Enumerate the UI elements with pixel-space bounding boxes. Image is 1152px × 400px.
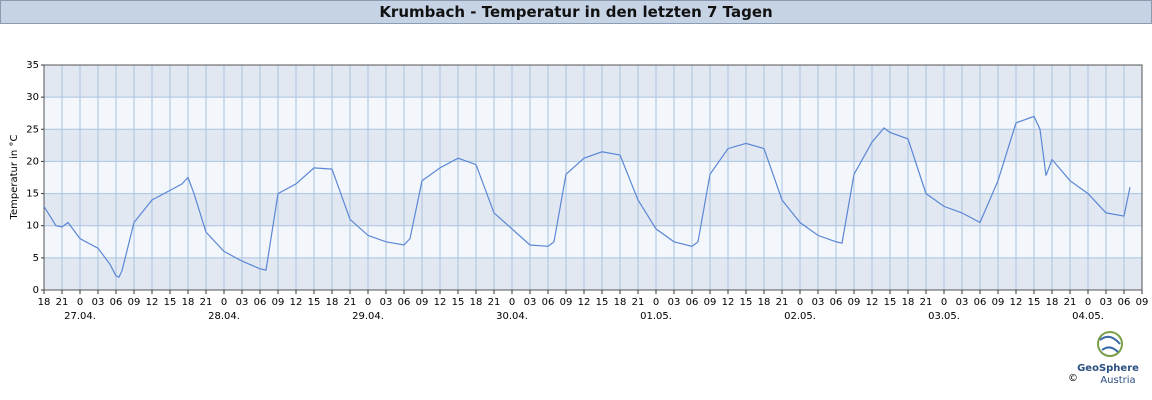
- x-tick-label: 18: [758, 297, 771, 308]
- grid-band: [44, 65, 1142, 98]
- x-tick-label: 15: [164, 297, 177, 308]
- copyright: ©: [1068, 373, 1078, 384]
- x-tick-label: 21: [344, 297, 357, 308]
- x-tick-label: 18: [614, 297, 627, 308]
- x-tick-label: 15: [308, 297, 321, 308]
- y-tick-label: 5: [33, 253, 39, 264]
- x-tick-label: 12: [434, 297, 447, 308]
- x-tick-label: 15: [1028, 297, 1041, 308]
- logo-sub: Austria: [1100, 375, 1135, 386]
- date-label: 01.05.: [640, 311, 672, 322]
- grid-band: [44, 129, 1142, 162]
- x-tick-label: 0: [77, 297, 83, 308]
- x-tick-label: 09: [272, 297, 285, 308]
- date-label: 03.05.: [928, 311, 960, 322]
- plot-border: [43, 64, 1143, 291]
- x-tick-label: 03: [812, 297, 825, 308]
- x-tick-label: 0: [509, 297, 515, 308]
- x-tick-label: 0: [941, 297, 947, 308]
- x-tick-label: 18: [38, 297, 51, 308]
- x-tick-label: 06: [542, 297, 555, 308]
- x-tick-label: 09: [560, 297, 573, 308]
- x-tick-label: 09: [416, 297, 429, 308]
- date-label: 28.04.: [208, 311, 240, 322]
- x-tick-label: 12: [722, 297, 735, 308]
- date-label: 30.04.: [496, 311, 528, 322]
- x-tick-label: 03: [668, 297, 681, 308]
- x-tick-label: 18: [326, 297, 339, 308]
- logo-name: GeoSphere: [1077, 363, 1139, 374]
- x-tick-label: 0: [653, 297, 659, 308]
- x-tick-label: 09: [992, 297, 1005, 308]
- grid-band: [44, 257, 1142, 290]
- y-tick-label: 25: [26, 124, 39, 135]
- date-label: 02.05.: [784, 311, 816, 322]
- logo-icon: [1097, 331, 1123, 357]
- date-label: 04.05.: [1072, 311, 1104, 322]
- y-tick-label: 15: [26, 189, 39, 200]
- y-tick-label: 0: [33, 285, 39, 296]
- grid-band: [44, 193, 1142, 226]
- x-tick-label: 03: [92, 297, 105, 308]
- x-tick-label: 15: [740, 297, 753, 308]
- x-tick-label: 06: [1118, 297, 1131, 308]
- x-tick-label: 21: [1064, 297, 1077, 308]
- x-tick-label: 09: [848, 297, 861, 308]
- x-tick-label: 06: [686, 297, 699, 308]
- temperature-line: [43, 115, 1131, 278]
- x-tick-label: 09: [1136, 297, 1149, 308]
- logo-icon: [1099, 335, 1121, 353]
- x-tick-label: 18: [182, 297, 195, 308]
- x-tick-label: 15: [596, 297, 609, 308]
- y-tick-label: 10: [26, 221, 39, 232]
- y-tick-label: 35: [26, 60, 39, 71]
- x-tick-label: 12: [578, 297, 591, 308]
- y-axis-label: Temperatur in °C: [9, 135, 20, 221]
- x-tick-label: 0: [365, 297, 371, 308]
- x-tick-label: 18: [1046, 297, 1059, 308]
- x-tick-label: 09: [704, 297, 717, 308]
- x-tick-label: 03: [956, 297, 969, 308]
- x-tick-label: 0: [221, 297, 227, 308]
- x-tick-label: 03: [524, 297, 537, 308]
- x-tick-label: 21: [920, 297, 933, 308]
- x-tick-label: 06: [398, 297, 411, 308]
- x-tick-label: 03: [236, 297, 249, 308]
- x-tick-label: 12: [146, 297, 159, 308]
- x-tick-label: 15: [884, 297, 897, 308]
- chart-title: Krumbach - Temperatur in den letzten 7 T…: [0, 0, 1152, 24]
- x-tick-label: 09: [128, 297, 141, 308]
- y-tick-label: 20: [26, 156, 39, 167]
- date-label: 29.04.: [352, 311, 384, 322]
- x-tick-label: 18: [470, 297, 483, 308]
- x-tick-label: 21: [56, 297, 69, 308]
- x-tick-label: 18: [902, 297, 915, 308]
- x-tick-label: 15: [452, 297, 465, 308]
- x-tick-label: 21: [632, 297, 645, 308]
- x-tick-label: 21: [488, 297, 501, 308]
- y-tick-label: 30: [26, 92, 39, 103]
- x-tick-label: 12: [290, 297, 303, 308]
- logo: GeoSphere Austria ©: [1068, 331, 1139, 386]
- x-tick-label: 12: [866, 297, 879, 308]
- x-tick-label: 12: [1010, 297, 1023, 308]
- x-tick-label: 0: [797, 297, 803, 308]
- plot-area: [44, 65, 1142, 290]
- x-tick-label: 06: [254, 297, 267, 308]
- x-tick-label: 06: [830, 297, 843, 308]
- x-tick-label: 21: [776, 297, 789, 308]
- x-tick-label: 0: [1085, 297, 1091, 308]
- x-tick-label: 03: [380, 297, 393, 308]
- date-label: 27.04.: [64, 311, 96, 322]
- x-tick-label: 06: [110, 297, 123, 308]
- x-tick-label: 21: [200, 297, 213, 308]
- x-tick-label: 03: [1100, 297, 1113, 308]
- x-tick-label: 06: [974, 297, 987, 308]
